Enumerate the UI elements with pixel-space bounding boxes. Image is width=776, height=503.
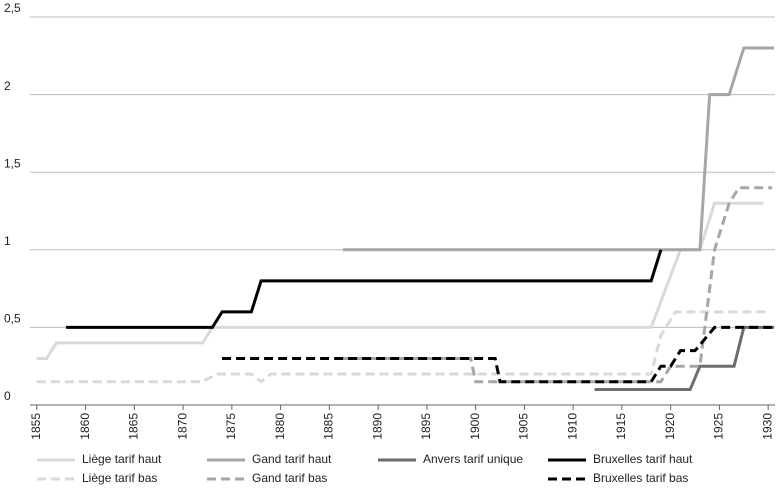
x-tick-label: 1885: [322, 413, 336, 440]
y-tick-label: 0: [4, 389, 11, 403]
x-tick-label: 1900: [468, 413, 482, 440]
legend-label: Bruxelles tarif haut: [593, 452, 693, 466]
x-tick-label: 1930: [760, 413, 774, 440]
x-tick-label: 1875: [224, 413, 238, 440]
y-tick-label: 2,5: [4, 1, 21, 15]
y-tick-label: 1,5: [4, 156, 21, 170]
line: [36, 310, 769, 384]
x-tick-label: 1865: [127, 413, 141, 440]
x-tick-label: 1910: [565, 413, 579, 440]
x-tick-label: 1860: [78, 413, 92, 440]
line: [343, 46, 775, 252]
x-tick-label: 1905: [517, 413, 531, 440]
x-tick-label: 1855: [29, 413, 43, 440]
legend-label: Liège tarif haut: [82, 452, 162, 466]
y-tick-label: 0,5: [4, 312, 21, 326]
x-tick-label: 1925: [712, 413, 726, 440]
legend-label: Gand tarif bas: [252, 471, 327, 485]
line: [222, 325, 773, 384]
line: [36, 201, 764, 360]
legend-label: Liège tarif bas: [82, 471, 157, 485]
x-tick-label: 1890: [370, 413, 384, 440]
x-tick-label: 1895: [419, 413, 433, 440]
legend-label: Bruxelles tarif bas: [593, 471, 688, 485]
line: [66, 249, 663, 329]
x-tick-label: 1915: [614, 413, 628, 440]
x-tick-label: 1870: [175, 413, 189, 440]
line: [339, 186, 773, 384]
legend-label: Anvers tarif unique: [423, 452, 523, 466]
y-tick-label: 2: [4, 79, 11, 93]
x-tick-label: 1880: [273, 413, 287, 440]
legend-label: Gand tarif haut: [252, 452, 332, 466]
x-tick-label: 1920: [663, 413, 677, 440]
y-tick-label: 1: [4, 234, 11, 248]
line: [594, 325, 775, 391]
